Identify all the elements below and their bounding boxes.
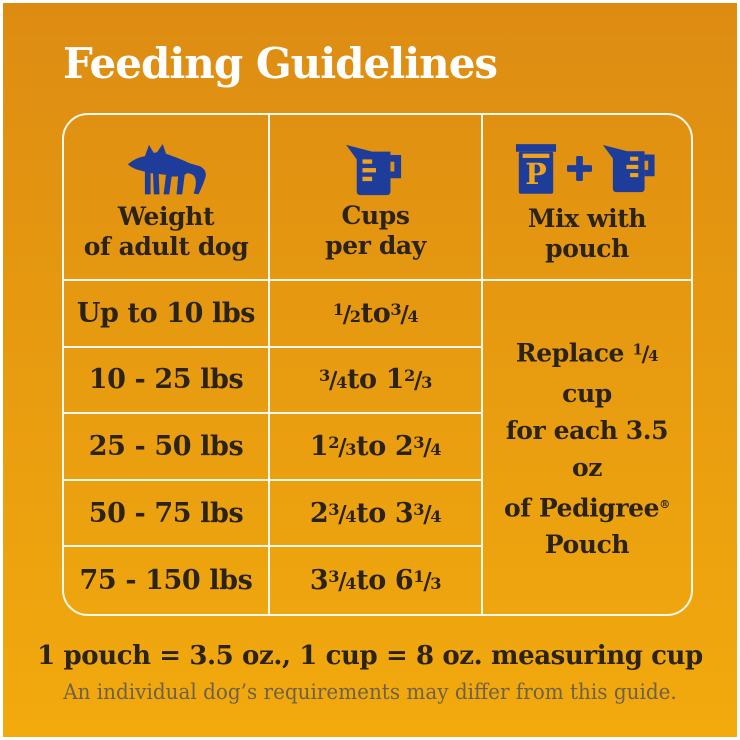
cups-value-cell: 1 2/3 to 2 3/4 xyxy=(270,414,483,481)
column-header-label: Mix with pouch xyxy=(527,204,647,263)
measuring-cup-icon xyxy=(602,144,655,192)
cups-value-cell: 3/4 to 1 2/3 xyxy=(270,347,483,415)
page-title: Feeding Guidelines xyxy=(63,39,498,88)
dog-icon xyxy=(127,144,206,195)
measuring-cup-icon xyxy=(345,144,401,196)
mix-note-cell: Replace 1/4 cup for each 3.5 oz of Pedigre… xyxy=(483,281,691,614)
measurement-note: 1 pouch = 3.5 oz., 1 cup = 8 oz. measuri… xyxy=(37,641,703,671)
weight-cell: 25 - 50 lbs xyxy=(64,414,270,481)
mix-note-line: of Pedigree® xyxy=(503,493,671,523)
column-header-label: Cups per day xyxy=(325,201,426,260)
feeding-table: Weight of adult dog Cups per day xyxy=(62,113,693,616)
pouch-icon: P xyxy=(515,144,556,194)
weight-cell: 10 - 25 lbs xyxy=(64,347,270,415)
mix-note-line: Replace 1/4 cup xyxy=(515,337,659,408)
pouch-plus-cup-icons: P xyxy=(515,140,660,196)
cups-value-cell: 3 3/4 to 6 1/3 xyxy=(270,547,483,614)
weight-cell: 50 - 75 lbs xyxy=(64,480,270,548)
column-header-cups: Cups per day xyxy=(270,115,483,281)
mix-note-line: for each 3.5 oz xyxy=(505,415,669,482)
plus-icon xyxy=(566,155,592,181)
column-header-weight: Weight of adult dog xyxy=(64,115,270,281)
weight-cell: Up to 10 lbs xyxy=(64,281,270,348)
mix-note-line: Pouch xyxy=(544,530,630,560)
svg-text:P: P xyxy=(525,157,547,191)
column-header-mix: P Mix with pouch xyxy=(483,115,691,281)
disclaimer-text: An individual dog’s requirements may dif… xyxy=(63,680,677,704)
column-header-label: Weight of adult dog xyxy=(83,202,249,261)
weight-cell: 75 - 150 lbs xyxy=(64,547,270,614)
cups-value-cell: 2 3/4 to 3 3/4 xyxy=(270,480,483,548)
cups-value-cell: 1/2 to 3/4 xyxy=(270,281,483,348)
